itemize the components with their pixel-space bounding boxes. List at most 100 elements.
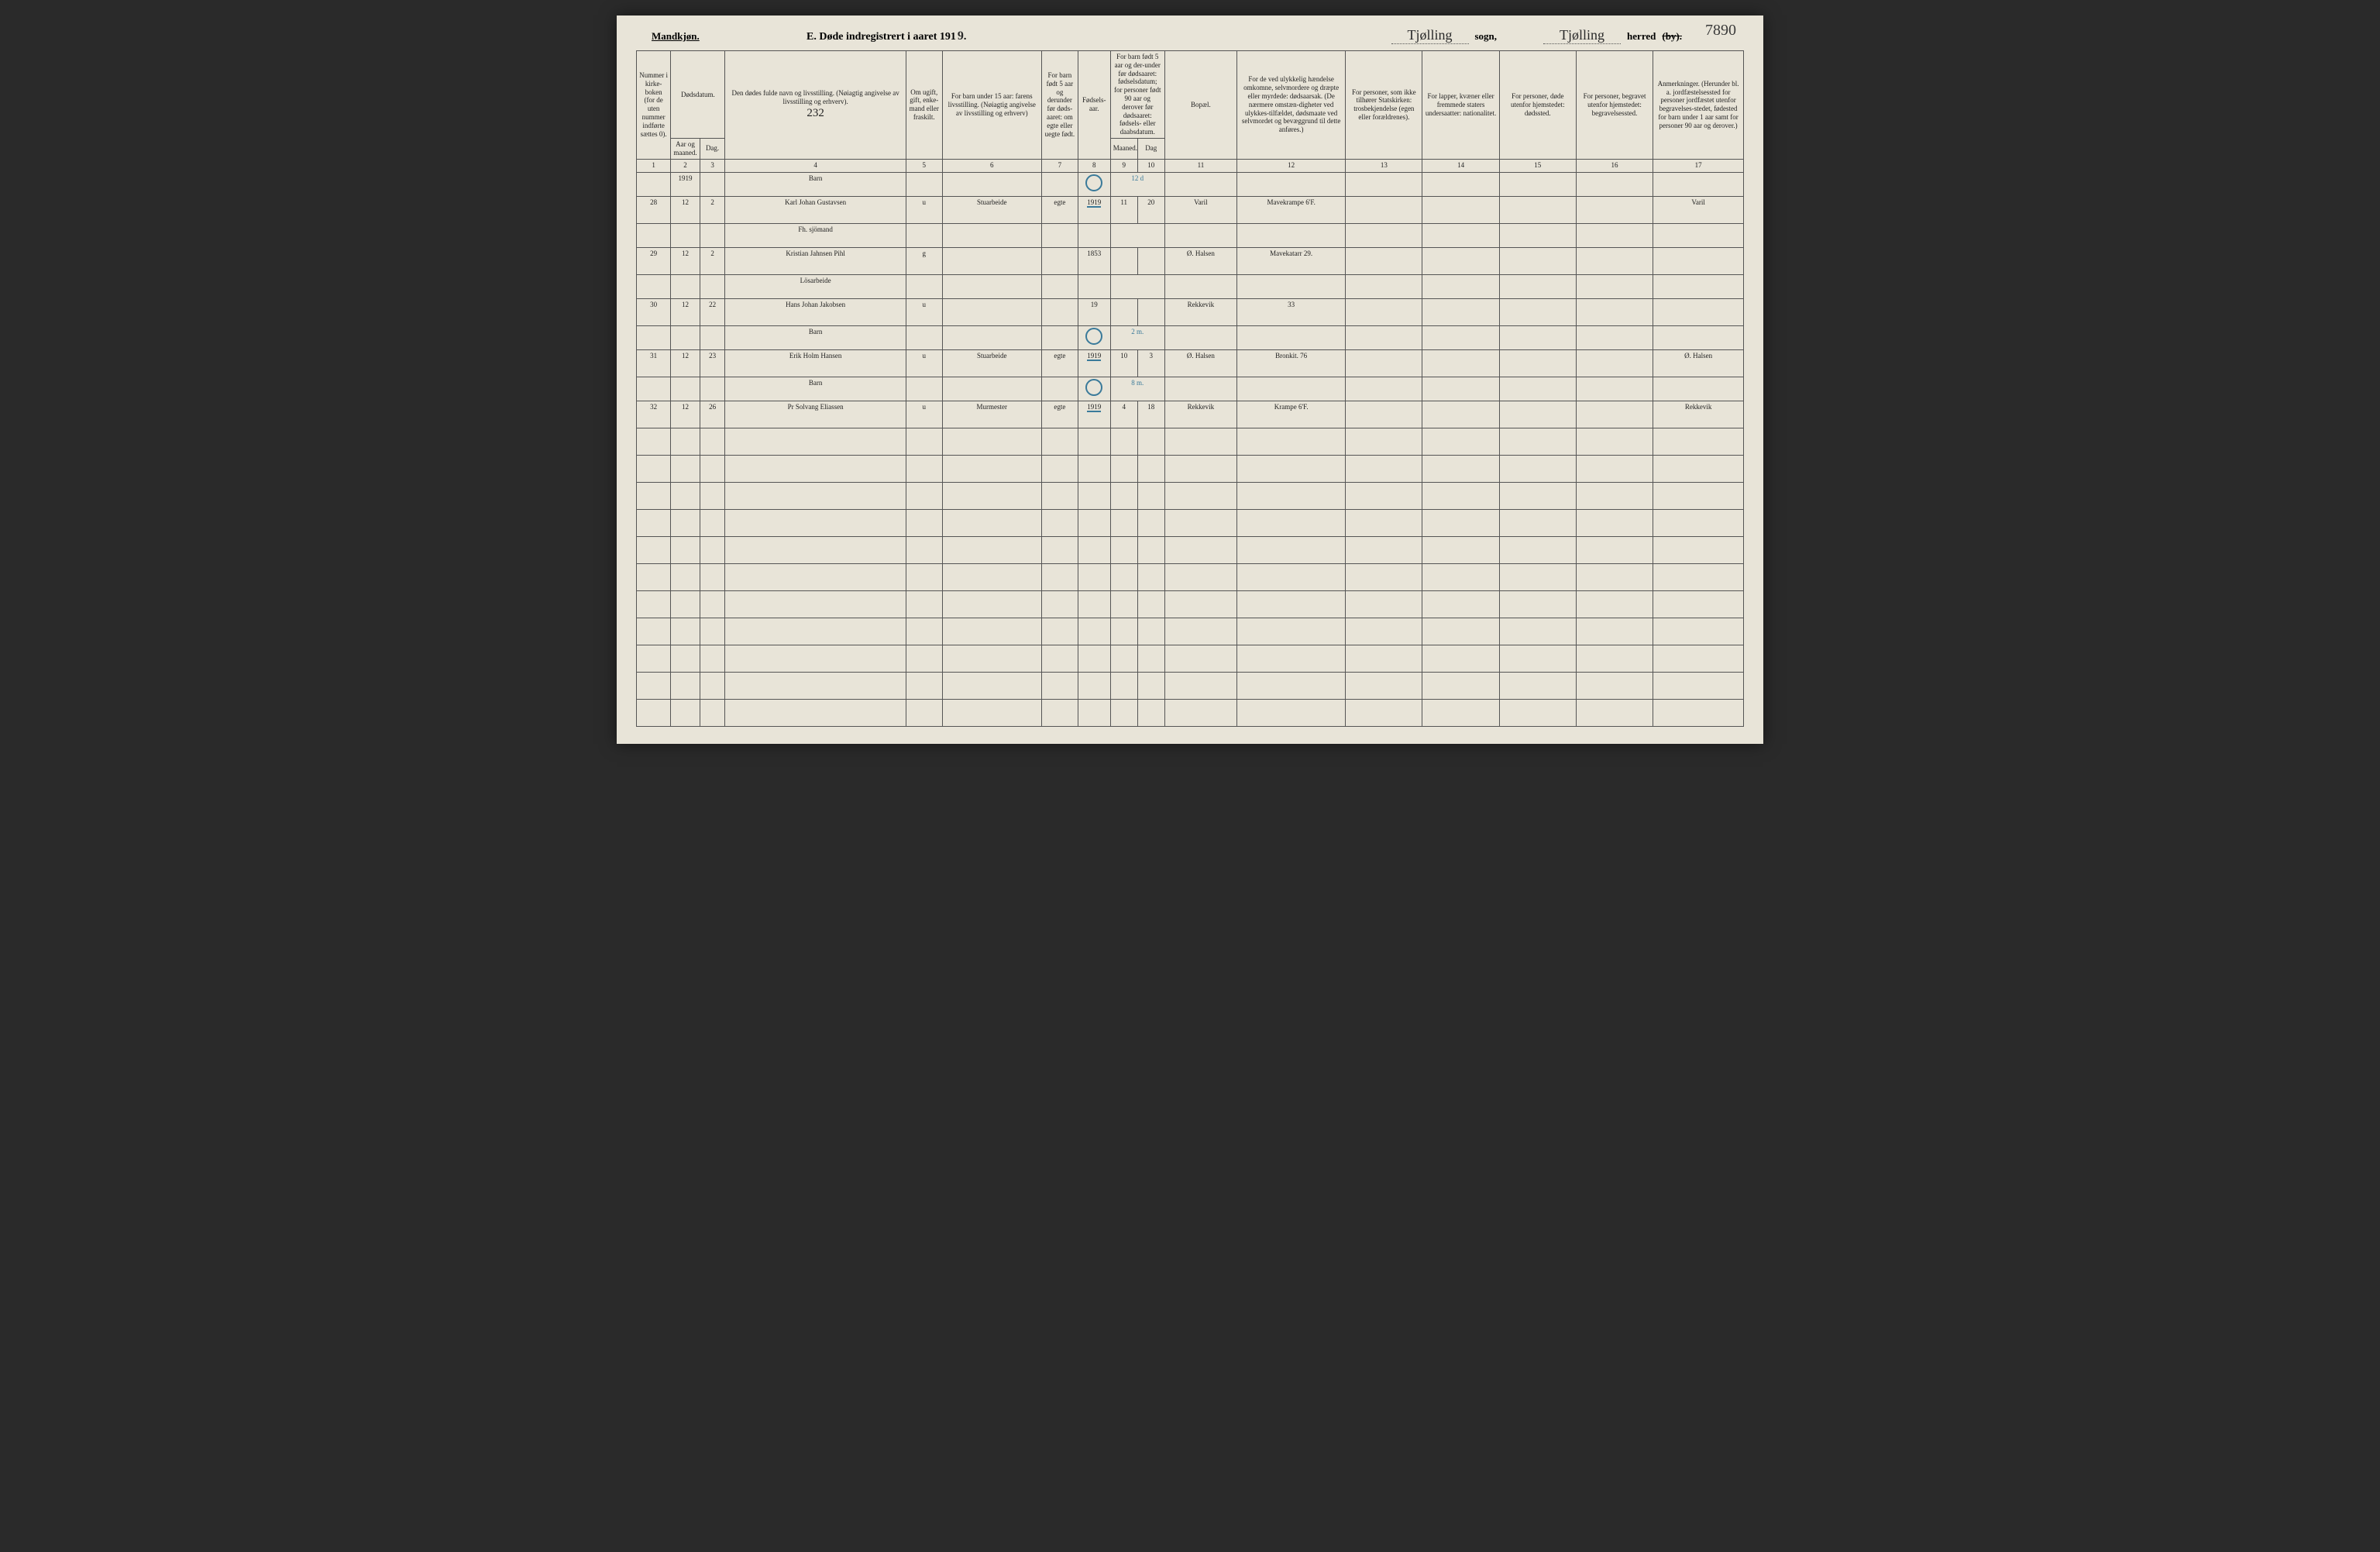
cell: [1110, 223, 1164, 247]
cell: [1078, 672, 1110, 699]
cell: [1346, 455, 1422, 482]
col-header-14: For lapper, kvæner eller fremmede stater…: [1422, 51, 1499, 160]
cell: [1164, 699, 1236, 726]
cell: [1422, 455, 1499, 482]
cell: [1576, 618, 1653, 645]
col-header-17: Anmerkninger. (Herunder bl. a. jordfæste…: [1653, 51, 1744, 160]
cell: [906, 428, 942, 455]
cell: [1346, 618, 1422, 645]
cell: [1653, 482, 1744, 509]
herred-struck: (by).: [1662, 30, 1682, 43]
cell: [1422, 482, 1499, 509]
cell: [1653, 645, 1744, 672]
cell: [637, 428, 671, 455]
cell: [1576, 401, 1653, 428]
cell: [637, 274, 671, 298]
cell: [906, 618, 942, 645]
cell: [942, 482, 1041, 509]
colnum: 1: [637, 159, 671, 172]
table-subrow: Barn8 m.: [637, 377, 1744, 401]
cell: egte: [1042, 196, 1078, 223]
cell: [637, 172, 671, 196]
cell: Ø. Halsen: [1164, 349, 1236, 377]
cell: [1078, 428, 1110, 455]
title-prefix: E. Døde indregistrert i aaret 191: [807, 31, 956, 43]
cell: [1422, 377, 1499, 401]
cell: [1078, 563, 1110, 590]
cell: [1042, 223, 1078, 247]
cell: [1346, 349, 1422, 377]
colnum: 4: [725, 159, 906, 172]
cell: [1164, 377, 1236, 401]
cell: [1346, 401, 1422, 428]
cell: [1078, 509, 1110, 536]
cell: [1576, 428, 1653, 455]
cell: [1137, 618, 1164, 645]
cell: [906, 172, 942, 196]
cell: [1653, 172, 1744, 196]
table-row-empty: [637, 645, 1744, 672]
col-header-6: For barn under 15 aar: farens livsstilli…: [942, 51, 1041, 160]
cell: 18: [1137, 401, 1164, 428]
cell: [1499, 247, 1576, 274]
cell: [1653, 274, 1744, 298]
cell: 29: [637, 247, 671, 274]
table-row-empty: [637, 699, 1744, 726]
col-header-10: Dag: [1137, 138, 1164, 159]
cell: [725, 482, 906, 509]
cell: [725, 455, 906, 482]
cell: [1137, 428, 1164, 455]
cell: [637, 672, 671, 699]
cell: [1499, 645, 1576, 672]
col-header-13: For personer, som ikke tilhører Statskir…: [1346, 51, 1422, 160]
cell: [1346, 482, 1422, 509]
cell: [671, 325, 700, 349]
cell: Kristian Jahnsen Pihl: [725, 247, 906, 274]
cell: [1499, 455, 1576, 482]
cell: [1042, 172, 1078, 196]
cell: [906, 645, 942, 672]
cell: [1346, 672, 1422, 699]
cell: [1499, 672, 1576, 699]
cell: [1078, 590, 1110, 618]
cell: [1042, 377, 1078, 401]
cell: [1164, 172, 1236, 196]
cell: [725, 699, 906, 726]
cell: [637, 377, 671, 401]
cell: [1346, 172, 1422, 196]
cell: [671, 428, 700, 455]
colnum: 11: [1164, 159, 1236, 172]
cell: 32: [637, 401, 671, 428]
cell: [1110, 590, 1137, 618]
cell: [906, 325, 942, 349]
cell: [725, 509, 906, 536]
cell: [1499, 325, 1576, 349]
cell: 28: [637, 196, 671, 223]
cell: [1422, 509, 1499, 536]
cell: [942, 247, 1041, 274]
cell: Rekkevik: [1653, 401, 1744, 428]
cell: Rekkevik: [1164, 298, 1236, 325]
cell: [1164, 325, 1236, 349]
cell: [1346, 699, 1422, 726]
cell: [906, 223, 942, 247]
cell: [1422, 325, 1499, 349]
cell: [1042, 247, 1078, 274]
cell: [725, 536, 906, 563]
sogn-value: Tjølling: [1391, 27, 1469, 44]
cell: [942, 223, 1041, 247]
cell: [1137, 699, 1164, 726]
cell: [1653, 325, 1744, 349]
column-number-row: 1 2 3 4 5 6 7 8 9 10 11 12 13 14 15 16 1…: [637, 159, 1744, 172]
cell: [1499, 536, 1576, 563]
cell: [1499, 377, 1576, 401]
cell: Krampe 6'F.: [1237, 401, 1346, 428]
cell: [637, 645, 671, 672]
col-header-15: For personer, døde utenfor hjemstedet: d…: [1499, 51, 1576, 160]
sogn-group: Tjølling sogn,: [1391, 27, 1498, 44]
cell: Murmester: [942, 401, 1041, 428]
cell: [1078, 274, 1110, 298]
cell: [1346, 563, 1422, 590]
cell: [1653, 563, 1744, 590]
cell: [1237, 672, 1346, 699]
